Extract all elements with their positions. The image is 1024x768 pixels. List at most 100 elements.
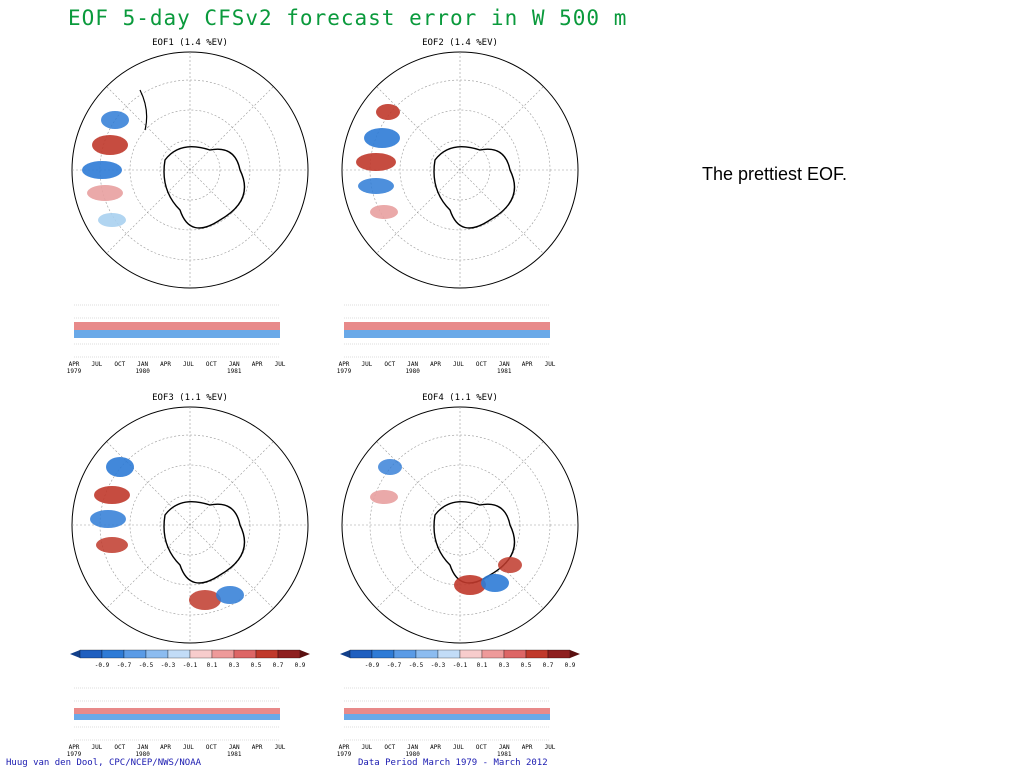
colorbar-tick-label: 0.9 bbox=[295, 662, 306, 669]
month-tick-label: APR bbox=[69, 744, 80, 751]
colorbar-swatch bbox=[525, 649, 549, 659]
month-tick-label: JUL bbox=[91, 744, 102, 751]
month-tick-label: JUL bbox=[361, 361, 372, 368]
month-tick-label: JUL bbox=[453, 744, 464, 751]
year-tick-label: 1980 bbox=[135, 751, 150, 758]
year-tick-label: 1979 bbox=[67, 368, 82, 375]
colorbar-swatch bbox=[255, 649, 279, 659]
month-tick-label: OCT bbox=[206, 744, 217, 751]
panel-label: EOF2 (1.4 %EV) bbox=[422, 38, 498, 48]
month-tick-label: APR bbox=[252, 361, 263, 368]
colorbar-swatch bbox=[79, 649, 103, 659]
month-tick-label: JUL bbox=[361, 744, 372, 751]
month-tick-label: OCT bbox=[476, 744, 487, 751]
month-tick-label: APR bbox=[522, 361, 533, 368]
colorbar-tick-label: 0.9 bbox=[565, 662, 576, 669]
month-tick-label: APR bbox=[160, 744, 171, 751]
colorbar-tick-label: 0.3 bbox=[229, 662, 240, 669]
colorbar-swatch bbox=[459, 649, 483, 659]
month-tick-label: APR bbox=[430, 744, 441, 751]
colorbar-left-arrow bbox=[70, 650, 80, 658]
year-tick-label: 1981 bbox=[227, 368, 242, 375]
colorbar-swatch bbox=[437, 649, 461, 659]
polar-map bbox=[71, 406, 309, 644]
colorbar-left-arrow bbox=[340, 650, 350, 658]
month-tick-label: JUL bbox=[275, 361, 286, 368]
colorbar-tick-label: -0.9 bbox=[95, 662, 110, 669]
month-tick-label: JAN bbox=[229, 361, 240, 368]
month-tick-label: JUL bbox=[91, 361, 102, 368]
polar-map bbox=[71, 51, 309, 289]
colorbar-tick-label: -0.1 bbox=[453, 662, 468, 669]
year-tick-label: 1980 bbox=[135, 368, 150, 375]
month-tick-label: JUL bbox=[545, 744, 556, 751]
year-tick-label: 1979 bbox=[337, 751, 352, 758]
month-tick-label: JAN bbox=[407, 744, 418, 751]
colorbar-tick-label: 0.5 bbox=[251, 662, 262, 669]
colorbar-tick-label: 0.7 bbox=[273, 662, 284, 669]
month-tick-label: JAN bbox=[499, 744, 510, 751]
year-tick-label: 1981 bbox=[497, 751, 512, 758]
panel-label: EOF3 (1.1 %EV) bbox=[152, 393, 228, 403]
colorbar-tick-label: -0.7 bbox=[387, 662, 402, 669]
month-tick-label: APR bbox=[160, 361, 171, 368]
month-tick-label: JAN bbox=[499, 361, 510, 368]
timeseries-chart: APR JUL OCT JAN APR JUL OCT JAN APR JUL 1979 1980 19… bbox=[330, 300, 590, 375]
colorbar-swatch bbox=[547, 649, 571, 659]
colorbar-swatch bbox=[233, 649, 257, 659]
year-tick-label: 1979 bbox=[337, 368, 352, 375]
figure-title: EOF 5-day CFSv2 forecast error in W 500 … bbox=[68, 6, 628, 30]
colorbar-tick-label: 0.1 bbox=[477, 662, 488, 669]
month-tick-label: APR bbox=[252, 744, 263, 751]
panel-label: EOF4 (1.1 %EV) bbox=[422, 393, 498, 403]
colorbar-tick-label: -0.5 bbox=[139, 662, 154, 669]
colorbar-swatch bbox=[123, 649, 147, 659]
colorbar-tick-label: 0.3 bbox=[499, 662, 510, 669]
colorbar-swatch bbox=[371, 649, 395, 659]
month-tick-label: JUL bbox=[183, 361, 194, 368]
month-tick-label: APR bbox=[522, 744, 533, 751]
colorbar-swatch bbox=[211, 649, 235, 659]
month-tick-label: APR bbox=[339, 361, 350, 368]
month-tick-label: JUL bbox=[453, 361, 464, 368]
colorbar-tick-label: -0.3 bbox=[161, 662, 176, 669]
month-tick-label: APR bbox=[430, 361, 441, 368]
colorbar-swatch bbox=[481, 649, 505, 659]
slide-note: The prettiest EOF. bbox=[702, 164, 848, 184]
colorbar-swatch bbox=[393, 649, 417, 659]
colorbar-swatch bbox=[189, 649, 213, 659]
polar-map bbox=[341, 51, 579, 289]
credit-data-period: Data Period March 1979 - March 2012 bbox=[358, 758, 548, 768]
colorbar-tick-label: 0.1 bbox=[207, 662, 218, 669]
month-tick-label: OCT bbox=[114, 744, 125, 751]
year-tick-label: 1981 bbox=[227, 751, 242, 758]
colorbar-right-arrow bbox=[570, 650, 580, 658]
colorbar-swatch bbox=[145, 649, 169, 659]
month-tick-label: OCT bbox=[384, 744, 395, 751]
colorbar-right-arrow bbox=[300, 650, 310, 658]
colorbar-tick-label: 0.7 bbox=[543, 662, 554, 669]
colorbar-tick-label: -0.9 bbox=[365, 662, 380, 669]
year-tick-label: 1980 bbox=[405, 751, 420, 758]
month-tick-label: OCT bbox=[206, 361, 217, 368]
year-tick-label: 1980 bbox=[405, 368, 420, 375]
timeseries-chart: APR JUL OCT JAN APR JUL OCT JAN APR JUL 1979 1980 19… bbox=[60, 683, 320, 758]
colorbar-tick-label: -0.3 bbox=[431, 662, 446, 669]
timeseries-chart: APR JUL OCT JAN APR JUL OCT JAN APR JUL 1979 1980 19… bbox=[60, 300, 320, 375]
colorbar-tick-label: -0.1 bbox=[183, 662, 198, 669]
month-tick-label: OCT bbox=[114, 361, 125, 368]
timeseries-chart: APR JUL OCT JAN APR JUL OCT JAN APR JUL 1979 1980 19… bbox=[330, 683, 590, 758]
polar-map bbox=[341, 406, 579, 644]
credit-author: Huug van den Dool, CPC/NCEP/NWS/NOAA bbox=[6, 758, 202, 768]
eof-figure: EOF 5-day CFSv2 forecast error in W 500 … bbox=[6, 6, 626, 768]
colorbar-tick-label: 0.5 bbox=[521, 662, 532, 669]
colorbar-swatch bbox=[349, 649, 373, 659]
month-tick-label: JUL bbox=[545, 361, 556, 368]
month-tick-label: OCT bbox=[476, 361, 487, 368]
panel-label: EOF1 (1.4 %EV) bbox=[152, 38, 228, 48]
colorbar-tick-label: -0.7 bbox=[117, 662, 132, 669]
year-tick-label: 1981 bbox=[497, 368, 512, 375]
colorbar-swatch bbox=[101, 649, 125, 659]
month-tick-label: APR bbox=[339, 744, 350, 751]
year-tick-label: 1979 bbox=[67, 751, 82, 758]
